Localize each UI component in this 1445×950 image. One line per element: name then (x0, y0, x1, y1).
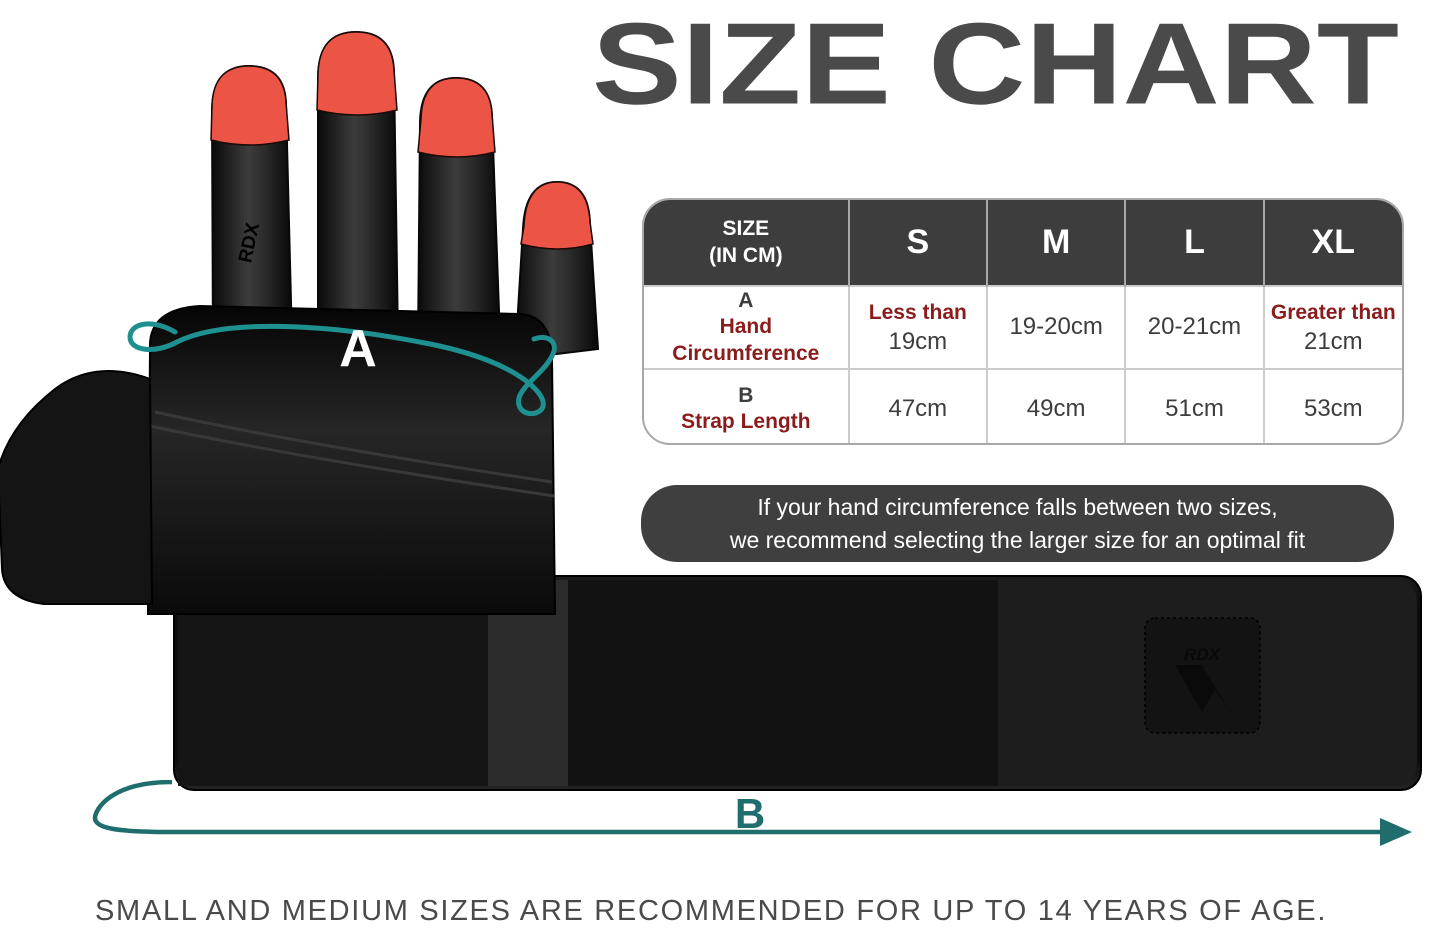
svg-text:RDX: RDX (1184, 645, 1222, 664)
svg-text:A: A (339, 320, 377, 378)
